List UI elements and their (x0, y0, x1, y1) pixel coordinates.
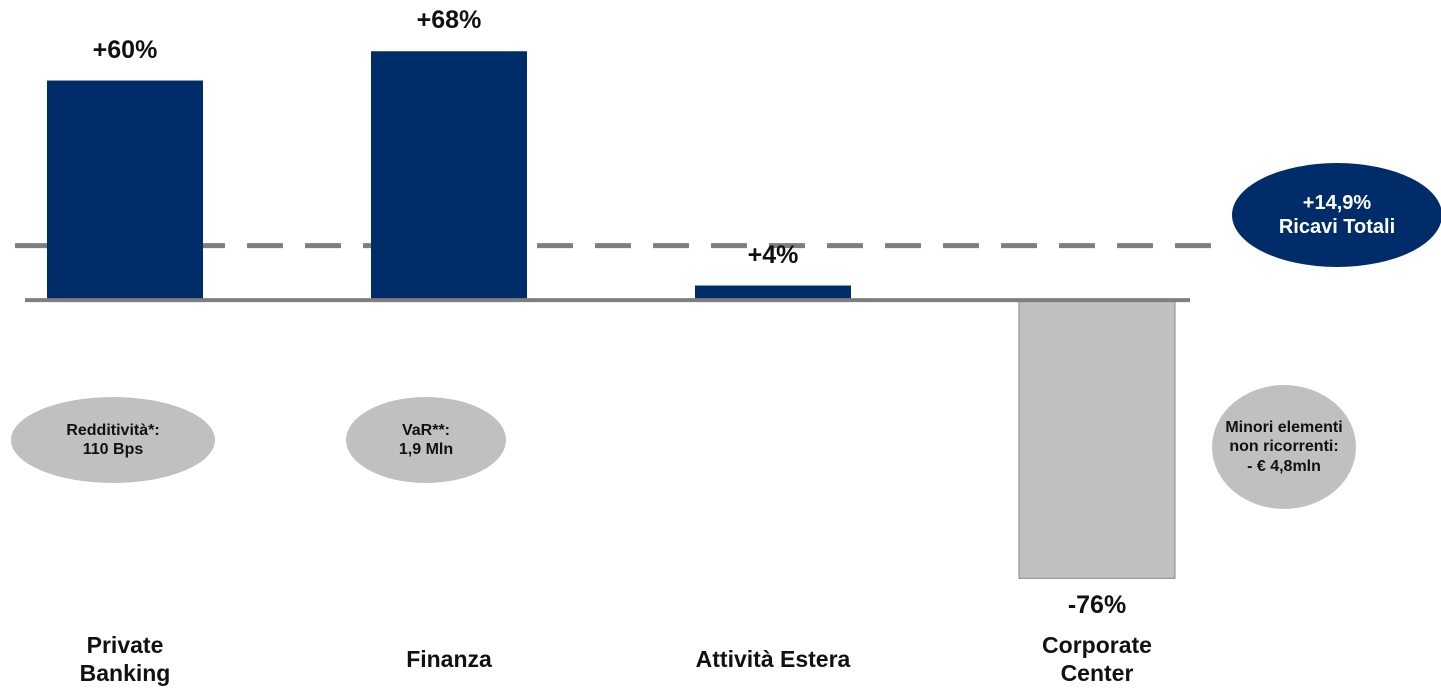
note-line: 1,9 Mln (398, 441, 454, 458)
note: VaR**: 1,9 Mln (346, 397, 506, 483)
reference-bubble (1232, 163, 1441, 267)
note-line: 110 Bps (82, 441, 144, 458)
reference-value: +14,9% (1302, 192, 1372, 214)
reference-text: +14,9% Ricavi Totali (1232, 163, 1441, 267)
note-line: Minori elementi (1225, 419, 1343, 437)
value-label: +4% (747, 240, 799, 269)
value-label: +68% (416, 6, 482, 35)
note-oval (1212, 385, 1356, 509)
bar (371, 51, 527, 301)
bar (695, 285, 851, 301)
bar (47, 80, 203, 301)
category-label: Corporate Center (1042, 632, 1152, 686)
note-line: - € 4,8mln (1247, 457, 1321, 475)
category-label: Private Banking (79, 632, 171, 686)
value-label: +60% (92, 35, 158, 64)
value-label: -76% (1067, 591, 1127, 620)
category-label: Attività Estera (695, 646, 851, 673)
note-line: non ricorrenti: (1229, 438, 1339, 456)
category-label: Finanza (406, 646, 492, 673)
note: Minori elementi non ricorrenti: - € 4,8mln (1212, 385, 1356, 509)
note: Redditività*: 110 Bps (11, 397, 215, 483)
bar (1018, 299, 1176, 579)
reference-name: Ricavi Totali (1278, 216, 1396, 238)
note-line: Redditività*: (66, 421, 160, 439)
note-line: VaR**: (401, 421, 451, 439)
note-oval (11, 397, 215, 483)
note-oval (346, 397, 506, 483)
